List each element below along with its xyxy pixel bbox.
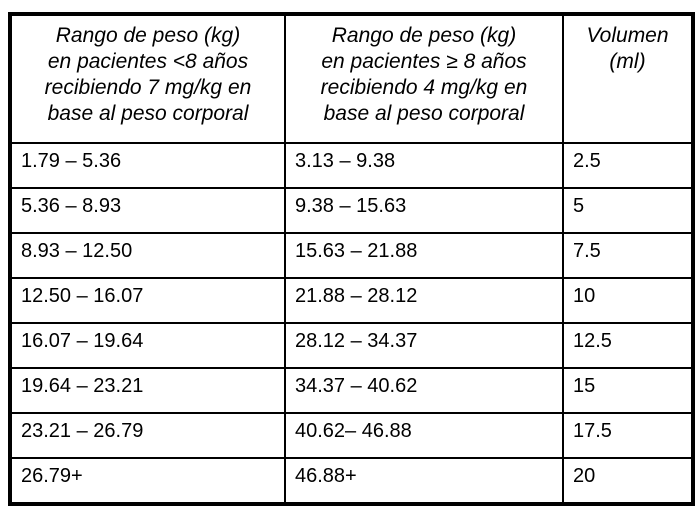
cell-weight-8plus: 3.13 – 9.38	[284, 142, 564, 189]
cell-weight-under8: 12.50 – 16.07	[9, 277, 286, 324]
table-row: 19.64 – 23.21 34.37 – 40.62 15	[9, 367, 694, 414]
table-row: 16.07 – 19.64 28.12 – 34.37 12.5	[9, 322, 694, 369]
table-row: 8.93 – 12.50 15.63 – 21.88 7.5	[9, 232, 694, 279]
cell-weight-under8: 16.07 – 19.64	[9, 322, 286, 369]
cell-volume: 17.5	[562, 412, 694, 459]
cell-weight-under8: 1.79 – 5.36	[9, 142, 286, 189]
cell-weight-under8: 5.36 – 8.93	[9, 187, 286, 234]
table-row: 23.21 – 26.79 40.62– 46.88 17.5	[9, 412, 694, 459]
table-row: 12.50 – 16.07 21.88 – 28.12 10	[9, 277, 694, 324]
header-weight-range-under8: Rango de peso (kg) en pacientes <8 años …	[9, 13, 286, 144]
cell-weight-8plus: 9.38 – 15.63	[284, 187, 564, 234]
cell-volume: 7.5	[562, 232, 694, 279]
cell-weight-8plus: 21.88 – 28.12	[284, 277, 564, 324]
table-row: 1.79 – 5.36 3.13 – 9.38 2.5	[9, 142, 694, 189]
cell-weight-8plus: 40.62– 46.88	[284, 412, 564, 459]
cell-weight-under8: 26.79+	[9, 457, 286, 505]
cell-weight-under8: 8.93 – 12.50	[9, 232, 286, 279]
cell-volume: 15	[562, 367, 694, 414]
cell-volume: 20	[562, 457, 694, 505]
table-row: 5.36 – 8.93 9.38 – 15.63 5	[9, 187, 694, 234]
cell-volume: 10	[562, 277, 694, 324]
dosing-table: Rango de peso (kg) en pacientes <8 años …	[8, 12, 695, 506]
header-volume-ml: Volumen (ml)	[562, 13, 694, 144]
cell-weight-under8: 19.64 – 23.21	[9, 367, 286, 414]
cell-weight-8plus: 15.63 – 21.88	[284, 232, 564, 279]
table-row: 26.79+ 46.88+ 20	[9, 457, 694, 505]
cell-volume: 5	[562, 187, 694, 234]
cell-weight-8plus: 34.37 – 40.62	[284, 367, 564, 414]
header-row: Rango de peso (kg) en pacientes <8 años …	[9, 13, 694, 144]
header-weight-range-8plus: Rango de peso (kg) en pacientes ≥ 8 años…	[284, 13, 564, 144]
cell-weight-8plus: 46.88+	[284, 457, 564, 505]
cell-volume: 12.5	[562, 322, 694, 369]
cell-weight-8plus: 28.12 – 34.37	[284, 322, 564, 369]
cell-weight-under8: 23.21 – 26.79	[9, 412, 286, 459]
cell-volume: 2.5	[562, 142, 694, 189]
dosing-table-container: Rango de peso (kg) en pacientes <8 años …	[8, 12, 695, 506]
